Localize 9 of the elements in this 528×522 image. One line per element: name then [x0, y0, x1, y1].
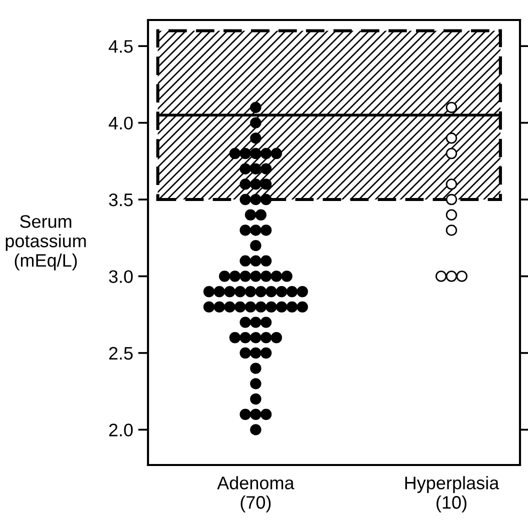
y-axis-title: Serum potassium (mEq/L) — [6, 215, 86, 270]
y-tick-label: 2.0 — [109, 424, 133, 436]
y-tick-label: 3.0 — [109, 270, 133, 283]
y-tick-label: 2.5 — [109, 346, 133, 360]
y-tick-label: 4.5 — [108, 40, 133, 53]
y-tick-label: 4.0 — [108, 116, 133, 130]
x-tick-label: Adenoma (70) — [217, 476, 294, 512]
x-tick-label: Hyperplasia (10) — [405, 476, 500, 512]
y-tick-label: 3.5 — [109, 193, 133, 206]
